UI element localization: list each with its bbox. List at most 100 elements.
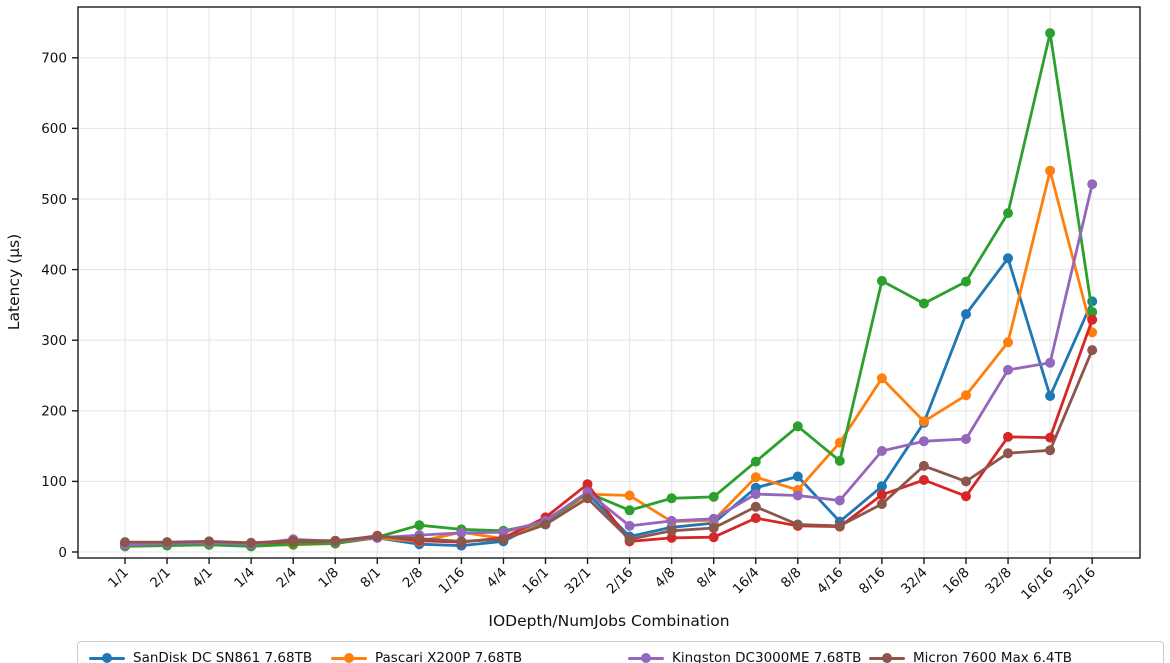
- series-layer: [120, 28, 1098, 552]
- legend-line-marker-icon: [869, 650, 905, 663]
- data-point: [750, 489, 761, 500]
- data-point: [750, 501, 761, 512]
- x-tick-label: 32/8: [982, 565, 1015, 598]
- data-point: [750, 456, 761, 467]
- x-tick-label: 2/4: [273, 565, 300, 592]
- y-tick-label: 400: [41, 262, 67, 278]
- x-tick-label: 2/16: [604, 565, 637, 598]
- data-point: [918, 460, 929, 471]
- data-point: [498, 534, 509, 545]
- x-tick-label: 32/1: [562, 565, 595, 598]
- data-point: [876, 446, 887, 456]
- data-point: [1045, 357, 1056, 368]
- data-point: [961, 309, 971, 320]
- x-tick-label: 16/8: [940, 565, 973, 598]
- x-tick-label: 16/1: [520, 565, 553, 598]
- data-point: [414, 520, 425, 531]
- data-point: [834, 455, 845, 466]
- legend-item-label: Pascari X200P 7.68TB: [375, 650, 523, 663]
- data-point: [624, 534, 635, 545]
- data-point: [372, 531, 383, 542]
- data-point: [876, 275, 887, 286]
- data-point: [961, 476, 971, 487]
- legend-item-pascari-x200p-7-68tb: Pascari X200P 7.68TB: [331, 650, 522, 663]
- chart-legend: SanDisk DC SN861 7.68TB Pascari X200P 7.6…: [77, 641, 1164, 663]
- data-point: [624, 505, 635, 516]
- data-point: [666, 532, 677, 543]
- data-point: [708, 491, 719, 502]
- x-tick-label: 4/1: [189, 565, 216, 592]
- data-point: [961, 434, 971, 444]
- data-point: [750, 513, 761, 524]
- data-point: [582, 493, 593, 504]
- x-tick-label: 8/16: [856, 565, 889, 598]
- series-unlabeled-2: [120, 28, 1098, 552]
- x-tick-label: 8/4: [694, 565, 721, 592]
- data-point: [666, 515, 677, 526]
- plot-border: [77, 6, 1141, 559]
- y-tick-label: 0: [58, 545, 67, 561]
- data-point: [666, 525, 677, 536]
- legend-item-label: Micron 7600 Max 6.4TB: [913, 650, 1073, 663]
- data-point: [204, 536, 215, 547]
- data-point: [834, 495, 845, 506]
- x-tick-label: 8/1: [357, 565, 384, 592]
- data-point: [708, 532, 719, 543]
- x-tick-label: 4/4: [484, 565, 511, 592]
- y-tick-label: 300: [41, 333, 67, 349]
- legend-line-marker-icon: [331, 650, 367, 663]
- data-point: [624, 520, 635, 531]
- data-point: [498, 527, 509, 538]
- data-point: [624, 490, 635, 501]
- x-tick-label: 16/16: [1018, 565, 1057, 604]
- legend-item-micron-7600-max-6-4tb: Micron 7600 Max 6.4TB: [869, 650, 1072, 663]
- data-point: [1087, 179, 1098, 190]
- data-point: [1087, 345, 1098, 356]
- x-tick-label: 32/4: [898, 565, 931, 598]
- data-point: [456, 527, 467, 538]
- data-point: [918, 475, 929, 485]
- data-point: [582, 479, 593, 490]
- data-point: [288, 535, 299, 546]
- data-point: [834, 520, 845, 531]
- y-tick-label: 700: [41, 51, 67, 67]
- data-point: [750, 472, 761, 483]
- x-axis-title: IODepth/NumJobs Combination: [488, 612, 729, 630]
- data-point: [1045, 391, 1056, 401]
- data-point: [1087, 314, 1098, 325]
- data-point: [540, 519, 551, 530]
- series-line: [124, 31, 1094, 548]
- series-line: [125, 349, 1094, 545]
- data-point: [792, 471, 803, 482]
- data-point: [918, 298, 929, 309]
- series-pascari-x200p-7-68tb: [120, 165, 1098, 551]
- data-point: [708, 513, 719, 524]
- series-sandisk-dc-sn861-7-68tb: [120, 253, 1098, 551]
- legend-item-kingston-dc3000me-7-68tb: Kingston DC3000ME 7.68TB: [628, 650, 861, 663]
- y-tick-label: 600: [41, 121, 67, 137]
- x-tick-label: 2/1: [147, 565, 174, 592]
- x-tick-label: 16/4: [730, 565, 763, 598]
- data-point: [1003, 431, 1013, 442]
- data-point: [120, 537, 130, 548]
- legend-item-label: Kingston DC3000ME 7.68TB: [672, 650, 862, 663]
- data-point: [330, 535, 341, 546]
- data-point: [456, 536, 467, 547]
- data-point: [1003, 364, 1013, 375]
- data-point: [1003, 337, 1013, 348]
- data-point: [918, 436, 929, 447]
- legend-item-label: SanDisk DC SN861 7.68TB: [133, 650, 313, 663]
- data-point: [961, 276, 971, 287]
- data-point: [1087, 307, 1098, 317]
- x-tick-label: 4/8: [652, 565, 679, 592]
- data-point: [918, 416, 929, 427]
- data-point: [162, 537, 173, 548]
- data-point: [1045, 445, 1056, 456]
- legend-item-sandisk-dc-sn861-7-68tb: SanDisk DC SN861 7.68TB: [89, 650, 312, 663]
- axes-layer: [72, 6, 1141, 564]
- data-point: [876, 489, 887, 500]
- series-micron-7600-max-6-4tb: [120, 345, 1098, 548]
- series-unlabeled-3: [120, 314, 1098, 549]
